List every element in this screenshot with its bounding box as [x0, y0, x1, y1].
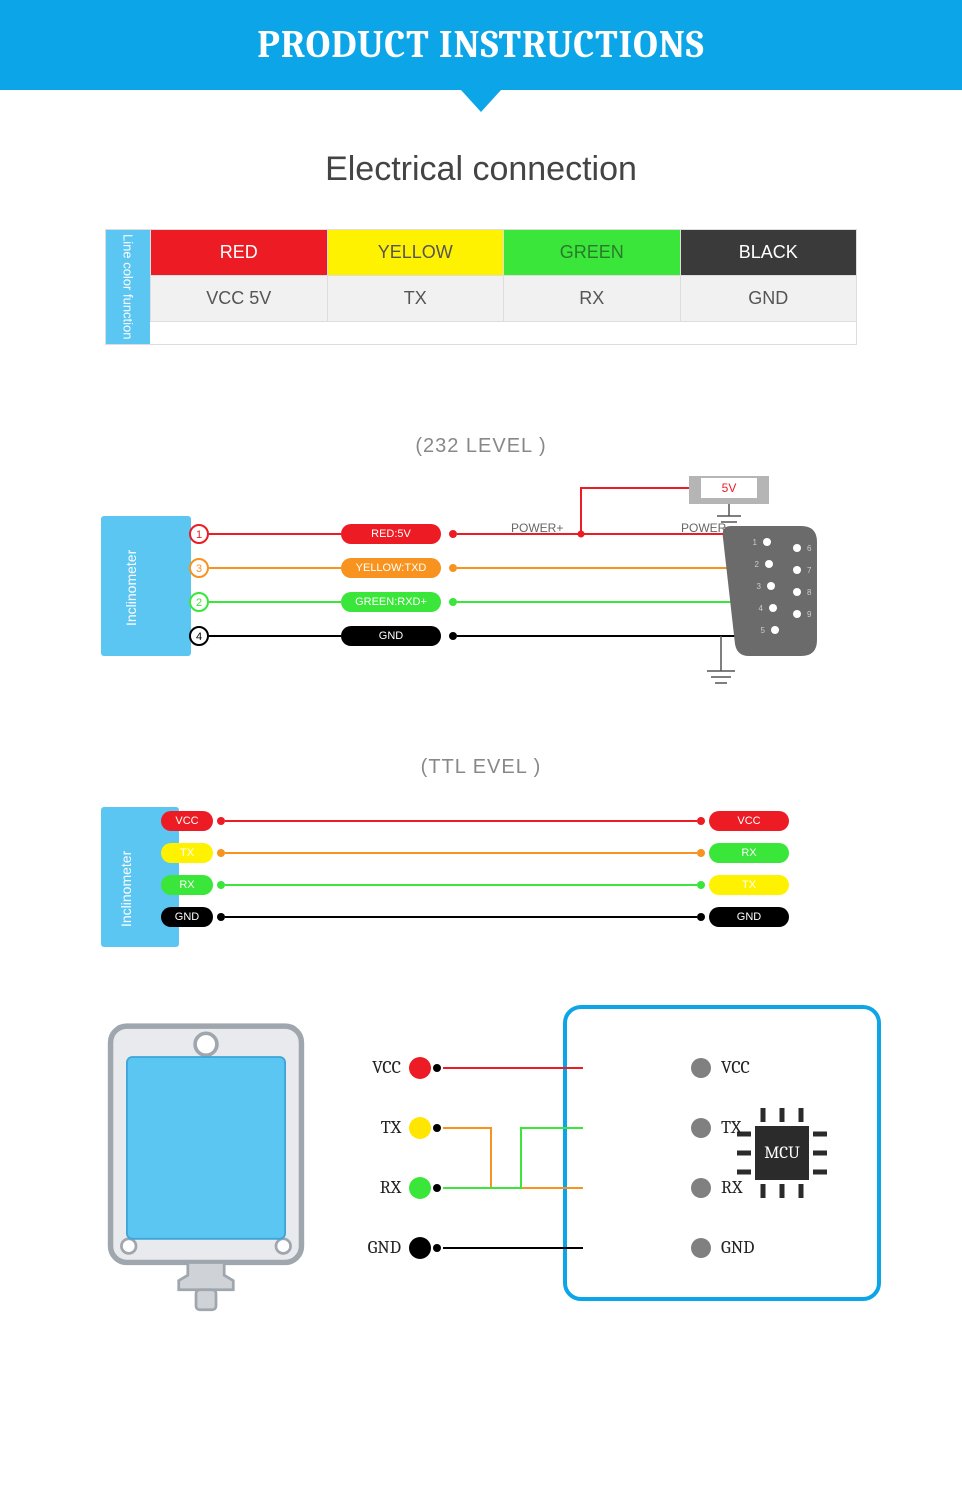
- pin-dot-icon: [409, 1177, 431, 1199]
- pin-node-icon: [433, 1064, 441, 1072]
- svg-text:2: 2: [196, 597, 202, 609]
- svg-text:GND: GND: [379, 629, 404, 641]
- pin-label-right: VCC: [721, 1057, 771, 1078]
- table-func-cell: GND: [680, 276, 857, 322]
- table-header-cell: RED: [150, 230, 327, 276]
- svg-text:VCC: VCC: [175, 814, 198, 826]
- table-header-cell: BLACK: [680, 230, 857, 276]
- diagram-232-title: (232 LEVEL ): [81, 435, 881, 458]
- table-header-cell: GREEN: [503, 230, 680, 276]
- pin-dot-icon: [409, 1057, 431, 1079]
- diagram-232: (232 LEVEL ) POWER 5V Inclinometer 1 RED:5…: [81, 435, 881, 696]
- svg-text:5V: 5V: [722, 481, 737, 495]
- banner-pointer: [461, 90, 501, 112]
- svg-text:GND: GND: [175, 910, 200, 922]
- pin-label-left: RX: [351, 1177, 401, 1198]
- svg-text:1: 1: [196, 529, 202, 541]
- pin-label-right: TX: [721, 1117, 771, 1138]
- table-func-cell: RX: [503, 276, 680, 322]
- table-func-cell: TX: [327, 276, 504, 322]
- svg-text:8: 8: [807, 588, 812, 597]
- pin-dot-right-icon: [691, 1058, 711, 1078]
- table-func-cell: VCC 5V: [150, 276, 327, 322]
- svg-text:Inclinometer: Inclinometer: [123, 549, 139, 626]
- svg-text:POWER+: POWER+: [511, 521, 563, 535]
- pin-dot-icon: [409, 1237, 431, 1259]
- svg-text:7: 7: [807, 566, 812, 575]
- svg-text:GND: GND: [737, 910, 762, 922]
- table-side-label: Line color function: [106, 230, 150, 344]
- svg-text:2: 2: [755, 560, 760, 569]
- svg-text:4: 4: [759, 604, 764, 613]
- diagram-ttl-title: (TTL EVEL ): [81, 756, 881, 779]
- pin-node-icon: [433, 1244, 441, 1252]
- pin-label-left: TX: [351, 1117, 401, 1138]
- svg-text:RED:5V: RED:5V: [371, 527, 411, 539]
- svg-text:GREEN:RXD+: GREEN:RXD+: [355, 595, 427, 607]
- table-header-cell: YELLOW: [327, 230, 504, 276]
- svg-text:4: 4: [196, 631, 202, 643]
- pin-label-right: GND: [721, 1237, 771, 1258]
- diagram-ttl-svg: Inclinometer VCC VCC TX RX RX TX GND GND: [81, 797, 881, 957]
- svg-text:3: 3: [196, 563, 202, 575]
- pin-label-right: RX: [721, 1177, 771, 1198]
- banner: PRODUCT INSTRUCTIONS: [0, 0, 962, 90]
- pin-label-left: VCC: [351, 1057, 401, 1078]
- svg-text:5: 5: [761, 626, 766, 635]
- svg-text:POWER: POWER: [681, 521, 727, 535]
- diagram-232-svg: POWER 5V Inclinometer 1 RED:5V POWER+ 3 YELLO…: [81, 476, 881, 696]
- mcu-pin-row: RX RX: [351, 1177, 771, 1199]
- svg-text:TX: TX: [742, 878, 757, 890]
- svg-text:9: 9: [807, 610, 812, 619]
- banner-title: PRODUCT INSTRUCTIONS: [257, 23, 705, 67]
- pin-dot-right-icon: [691, 1178, 711, 1198]
- svg-text:RX: RX: [741, 846, 757, 858]
- svg-text:6: 6: [807, 544, 812, 553]
- pin-dot-icon: [409, 1117, 431, 1139]
- pin-dot-right-icon: [691, 1118, 711, 1138]
- color-function-table: Line color function REDYELLOWGREENBLACK V…: [105, 229, 857, 345]
- diagram-ttl: (TTL EVEL ) Inclinometer VCC VCC TX RX RX TX G…: [81, 756, 881, 957]
- svg-text:RX: RX: [179, 878, 195, 890]
- mcu-pin-row: TX TX: [351, 1117, 771, 1139]
- diagram-mcu: MCU VCC VCC TX TX RX: [71, 1017, 891, 1377]
- pin-dot-right-icon: [691, 1238, 711, 1258]
- mcu-pin-row: GND GND: [351, 1237, 771, 1259]
- svg-text:1: 1: [753, 538, 758, 547]
- pin-node-icon: [433, 1124, 441, 1132]
- svg-text:VCC: VCC: [737, 814, 760, 826]
- svg-text:YELLOW:TXD: YELLOW:TXD: [356, 561, 427, 573]
- svg-text:TX: TX: [180, 846, 195, 858]
- svg-text:Inclinometer: Inclinometer: [118, 850, 134, 927]
- svg-text:3: 3: [757, 582, 762, 591]
- pin-label-left: GND: [351, 1237, 401, 1258]
- pin-node-icon: [433, 1184, 441, 1192]
- mcu-pin-row: VCC VCC: [351, 1057, 771, 1079]
- section-title: Electrical connection: [0, 150, 962, 189]
